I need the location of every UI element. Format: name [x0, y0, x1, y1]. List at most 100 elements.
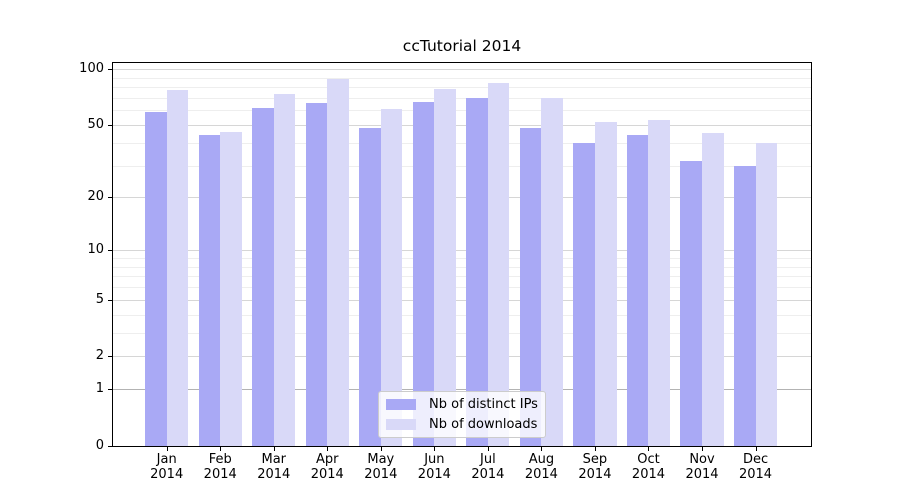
- y-tick-label-50: 50: [87, 117, 104, 132]
- plot-area: [112, 62, 812, 447]
- x-tick-label-year: 2014: [524, 467, 558, 482]
- x-tick-label-month: May: [367, 452, 395, 467]
- bar-nb-of-downloads-jun-2014: [434, 89, 456, 446]
- chart-title: ccTutorial 2014: [402, 37, 522, 55]
- x-tick-aug-2014: [541, 447, 543, 451]
- x-tick-label-sep-2014: Sep 2014: [565, 452, 625, 482]
- bar-nb-of-distinct-ips-nov-2014: [680, 160, 702, 446]
- x-tick-label-month: Jul: [480, 452, 496, 467]
- x-tick-label-month: Feb: [208, 452, 232, 467]
- gridline-minor-30: [113, 165, 811, 167]
- bar-nb-of-downloads-may-2014: [380, 109, 403, 446]
- y-tick-5: [108, 299, 112, 301]
- bar-nb-of-downloads-sep-2014: [594, 121, 617, 446]
- legend-item-downloads: Nb of downloads: [386, 415, 538, 433]
- y-tick-10: [108, 250, 112, 252]
- x-tick-label-year: 2014: [364, 467, 398, 482]
- x-tick-label-jul-2014: Jul 2014: [458, 452, 518, 482]
- bar-nb-of-distinct-ips-sep-2014: [573, 142, 595, 446]
- bar-nb-of-downloads-jan-2014: [166, 90, 189, 446]
- legend-label-downloads: Nb of downloads: [429, 416, 538, 432]
- bar-nb-of-downloads-oct-2014: [648, 120, 671, 446]
- x-tick-feb-2014: [220, 447, 222, 451]
- gridline-major-50: [113, 125, 811, 126]
- bar-nb-of-distinct-ips-may-2014: [359, 128, 381, 446]
- x-tick-label-apr-2014: Apr 2014: [297, 452, 357, 482]
- x-tick-label-year: 2014: [471, 467, 505, 482]
- x-tick-may-2014: [380, 447, 382, 451]
- x-tick-label-year: 2014: [578, 467, 612, 482]
- x-tick-label-month: Apr: [316, 452, 339, 467]
- legend-swatch-distinct-ips: [386, 399, 416, 411]
- bar-nb-of-distinct-ips-apr-2014: [305, 102, 328, 446]
- x-tick-label-may-2014: May 2014: [351, 452, 411, 482]
- gridline-major-5: [113, 299, 811, 301]
- y-tick-100: [108, 69, 112, 71]
- gridline-minor-8: [113, 266, 811, 268]
- x-tick-label-year: 2014: [203, 467, 237, 482]
- x-tick-label-year: 2014: [738, 467, 773, 482]
- x-tick-label-year: 2014: [417, 467, 451, 482]
- y-tick-label-20: 20: [87, 189, 104, 205]
- bar-nb-of-downloads-nov-2014: [702, 133, 724, 446]
- bar-nb-of-distinct-ips-jan-2014: [145, 111, 167, 446]
- x-tick-label-dec-2014: Dec 2014: [726, 452, 786, 482]
- x-tick-jun-2014: [434, 447, 436, 451]
- y-tick-1: [108, 389, 112, 391]
- x-tick-label-year: 2014: [150, 467, 184, 482]
- gridline-minor-4: [113, 314, 811, 316]
- x-tick-label-jan-2014: Jan 2014: [137, 452, 197, 482]
- gridline-minor-70: [113, 97, 811, 99]
- x-tick-apr-2014: [327, 447, 329, 451]
- x-tick-nov-2014: [702, 447, 703, 451]
- x-tick-label-year: 2014: [310, 467, 344, 482]
- bar-nb-of-distinct-ips-mar-2014: [252, 107, 274, 446]
- x-tick-label-nov-2014: Nov 2014: [672, 452, 732, 482]
- gridline-minor-6: [113, 287, 811, 289]
- bar-nb-of-distinct-ips-aug-2014: [519, 128, 542, 446]
- bar-nb-of-distinct-ips-dec-2014: [733, 165, 756, 446]
- bar-nb-of-downloads-feb-2014: [220, 131, 242, 446]
- y-tick-0: [108, 446, 112, 447]
- bar-nb-of-downloads-dec-2014: [755, 142, 778, 446]
- x-tick-oct-2014: [648, 447, 650, 451]
- gridline-minor-40: [113, 142, 811, 144]
- x-tick-label-jun-2014: Jun 2014: [404, 452, 464, 482]
- y-tick-label-10: 10: [87, 242, 104, 258]
- x-tick-label-aug-2014: Aug 2014: [511, 452, 571, 482]
- x-tick-label-year: 2014: [631, 467, 666, 482]
- gridline-minor-7: [113, 276, 811, 278]
- gridline-minor-90: [113, 77, 811, 79]
- legend: Nb of distinct IPs Nb of downloads: [378, 391, 546, 438]
- x-tick-label-year: 2014: [257, 467, 291, 482]
- x-tick-label-month: Oct: [637, 452, 660, 467]
- x-tick-dec-2014: [755, 447, 757, 451]
- y-tick-2: [108, 356, 112, 358]
- x-tick-label-month: Jan: [156, 452, 177, 467]
- y-tick-label-2: 2: [95, 348, 104, 364]
- y-tick-label-5: 5: [95, 291, 104, 307]
- gridline-major-10: [113, 250, 811, 252]
- x-tick-label-month: Sep: [582, 452, 608, 467]
- x-tick-jan-2014: [166, 447, 168, 451]
- legend-item-distinct-ips: Nb of distinct IPs: [386, 396, 538, 414]
- x-tick-label-oct-2014: Oct 2014: [618, 452, 678, 482]
- bar-nb-of-downloads-jul-2014: [487, 83, 510, 446]
- bar-nb-of-distinct-ips-jul-2014: [466, 98, 488, 446]
- gridline-minor-60: [113, 110, 811, 112]
- x-tick-label-month: Jun: [424, 452, 445, 467]
- y-tick-20: [108, 197, 112, 199]
- gridline-minor-9: [113, 258, 811, 260]
- x-tick-jul-2014: [487, 447, 489, 451]
- legend-swatch-downloads: [386, 418, 416, 430]
- bar-nb-of-downloads-mar-2014: [273, 93, 296, 446]
- bar-nb-of-distinct-ips-feb-2014: [198, 135, 221, 446]
- bar-nb-of-distinct-ips-jun-2014: [412, 101, 435, 446]
- legend-label-distinct-ips: Nb of distinct IPs: [429, 397, 538, 413]
- x-tick-label-month: Mar: [261, 452, 287, 467]
- gridline-minor-80: [113, 87, 811, 89]
- x-tick-label-month: Aug: [528, 452, 555, 467]
- bar-nb-of-downloads-aug-2014: [541, 98, 563, 446]
- gridline-major-100: [113, 69, 811, 71]
